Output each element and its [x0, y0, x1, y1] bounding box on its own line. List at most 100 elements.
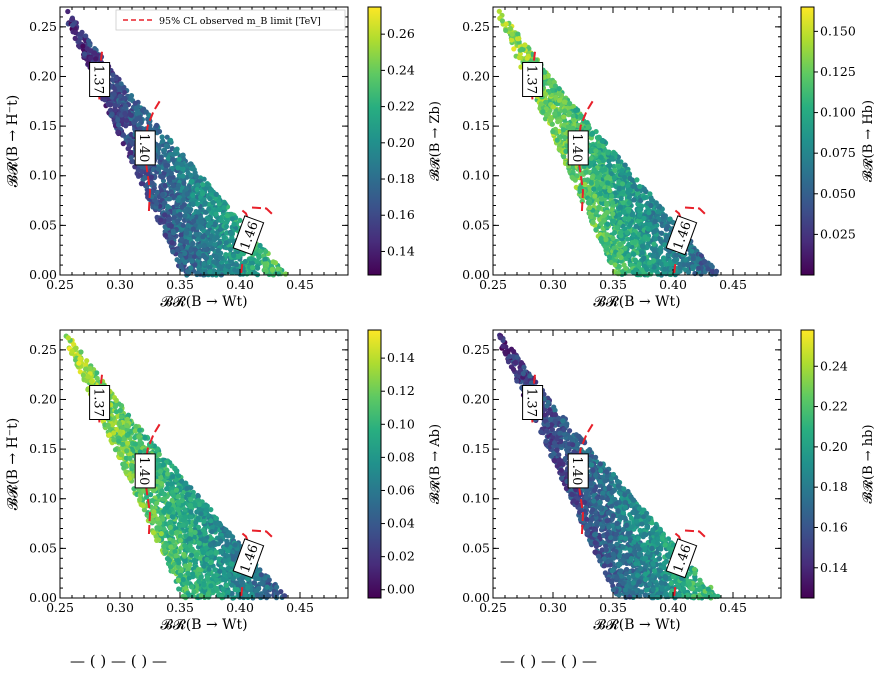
- colorbar-tick-label: 0.24: [820, 358, 848, 373]
- y-tick-label: 0.20: [462, 391, 490, 406]
- colorbar-tick-label: 0.22: [387, 99, 415, 114]
- contour-label-1.40: 1.40: [135, 131, 155, 165]
- colorbar-tick-label: 0.16: [820, 519, 848, 534]
- y-axis-label: 𝓑𝓡(B → H⁻t): [5, 418, 21, 511]
- svg-text:1.40: 1.40: [136, 133, 151, 162]
- colorbar-tick-label: 0.12: [387, 383, 415, 398]
- y-tick-label: 0.25: [29, 342, 57, 357]
- y-tick-label: 0.00: [29, 590, 57, 605]
- svg-text:1.40: 1.40: [569, 133, 584, 162]
- colorbar-tick-label: 0.14: [387, 243, 415, 258]
- x-tick-label: 0.40: [226, 600, 254, 615]
- y-tick-label: 0.20: [29, 391, 57, 406]
- colorbar-tick-label: 0.025: [820, 226, 856, 241]
- y-tick-label: 0.00: [462, 590, 490, 605]
- x-tick-label: 0.40: [226, 277, 254, 292]
- y-tick-label: 0.15: [29, 118, 57, 133]
- x-axis-label: 𝓑𝓡(B → Wt): [593, 294, 680, 310]
- colorbar: 0.00 0.02 0.04 0.06 0.08 0.10 0.12 0.14 𝓑𝓡(B → A…: [368, 330, 443, 598]
- x-tick-label: 0.35: [599, 277, 627, 292]
- colorbar-tick-label: 0.075: [820, 145, 856, 160]
- x-tick-label: 0.45: [719, 277, 747, 292]
- y-tick-label: 0.05: [29, 217, 57, 232]
- contour-label-1.37: 1.37: [90, 386, 110, 420]
- y-tick-label: 0.00: [462, 267, 490, 282]
- colorbar-tick-label: 0.18: [820, 479, 848, 494]
- y-tick-label: 0.05: [462, 217, 490, 232]
- colorbar-tick-label: 0.06: [387, 482, 415, 497]
- y-tick-label: 0.20: [462, 68, 490, 83]
- x-tick-label: 0.45: [286, 600, 314, 615]
- x-tick-label: 0.30: [106, 277, 134, 292]
- colorbar-tick-label: 0.00: [387, 582, 415, 597]
- colorbar: 0.025 0.050 0.075 0.100 0.125 0.150 𝓑𝓡(B → Hb): [801, 7, 875, 275]
- colorbar-label: 𝓑𝓡(B → hb): [861, 424, 875, 503]
- x-tick-label: 0.40: [659, 600, 687, 615]
- colorbar-label: 𝓑𝓡(B → Zb): [428, 101, 443, 181]
- colorbar-tick-label: 0.14: [387, 350, 415, 365]
- y-tick-label: 0.20: [29, 68, 57, 83]
- x-tick-label: 0.30: [539, 600, 567, 615]
- colorbar-tick-label: 0.150: [820, 23, 856, 38]
- colorbar-tick-label: 0.14: [820, 560, 848, 575]
- colorbar-tick-label: 0.18: [387, 171, 415, 186]
- colorbar: 0.14 0.16 0.18 0.20 0.22 0.24 𝓑𝓡(B → hb): [801, 330, 875, 598]
- contour-label-1.37: 1.37: [523, 63, 543, 97]
- y-tick-label: 0.10: [462, 168, 490, 183]
- legend: 95% CL observed m_B limit [TeV]: [116, 10, 345, 30]
- colorbar-tick-label: 0.24: [387, 62, 415, 77]
- y-tick-label: 0.15: [462, 118, 490, 133]
- colorbar-tick-label: 0.20: [820, 439, 848, 454]
- x-tick-label: 0.30: [106, 600, 134, 615]
- colorbar-tick-label: 0.22: [820, 399, 848, 414]
- y-tick-label: 0.15: [29, 441, 57, 456]
- y-tick-label: 0.25: [462, 342, 490, 357]
- colorbar-tick-label: 0.050: [820, 186, 856, 201]
- colorbar-tick-label: 0.26: [387, 26, 415, 41]
- colorbar-tick-label: 0.20: [387, 135, 415, 150]
- y-tick-label: 0.10: [29, 491, 57, 506]
- colorbar-tick-label: 0.02: [387, 549, 415, 564]
- colorbar-tick-label: 0.16: [387, 207, 415, 222]
- colorbar: 0.14 0.16 0.18 0.20 0.22 0.24 0.26 𝓑𝓡(B → Zb): [368, 7, 443, 275]
- y-tick-label: 0.05: [29, 540, 57, 555]
- colorbar-tick-label: 0.04: [387, 516, 415, 531]
- x-tick-label: 0.35: [166, 277, 194, 292]
- contour-label-1.37: 1.37: [90, 63, 110, 97]
- contour-label-1.40: 1.40: [135, 454, 155, 488]
- x-tick-label: 0.35: [599, 600, 627, 615]
- bottom-caption-left: — ( ) — ( ) —: [70, 652, 167, 670]
- x-tick-label: 0.30: [539, 277, 567, 292]
- x-axis-label: 𝓑𝓡(B → Wt): [160, 617, 247, 633]
- y-tick-label: 0.15: [462, 441, 490, 456]
- colorbar-tick-label: 0.10: [387, 416, 415, 431]
- colorbar-tick-label: 0.125: [820, 64, 856, 79]
- colorbar-label: 𝓑𝓡(B → Ab): [428, 424, 443, 504]
- contour-label-1.37: 1.37: [523, 386, 543, 420]
- x-axis-label: 𝓑𝓡(B → Wt): [593, 617, 680, 633]
- y-tick-label: 0.25: [29, 19, 57, 34]
- colorbar-tick-label: 0.08: [387, 449, 415, 464]
- legend-label: 95% CL observed m_B limit [TeV]: [159, 16, 321, 27]
- colorbar-tick-label: 0.100: [820, 105, 856, 120]
- x-tick-label: 0.40: [659, 277, 687, 292]
- x-axis-label: 𝓑𝓡(B → Wt): [160, 294, 247, 310]
- y-tick-label: 0.05: [462, 540, 490, 555]
- x-tick-label: 0.35: [166, 600, 194, 615]
- y-tick-label: 0.10: [29, 168, 57, 183]
- contour-label-1.40: 1.40: [568, 454, 588, 488]
- y-tick-label: 0.25: [462, 19, 490, 34]
- svg-text:1.37: 1.37: [91, 65, 106, 94]
- svg-text:1.37: 1.37: [524, 65, 539, 94]
- colorbar-label: 𝓑𝓡(B → Hb): [861, 100, 875, 182]
- contour-label-1.40: 1.40: [568, 131, 588, 165]
- x-tick-label: 0.45: [719, 600, 747, 615]
- x-tick-label: 0.45: [286, 277, 314, 292]
- y-tick-label: 0.00: [29, 267, 57, 282]
- y-tick-label: 0.10: [462, 491, 490, 506]
- bottom-caption-right: — ( ) — ( ) —: [500, 652, 597, 670]
